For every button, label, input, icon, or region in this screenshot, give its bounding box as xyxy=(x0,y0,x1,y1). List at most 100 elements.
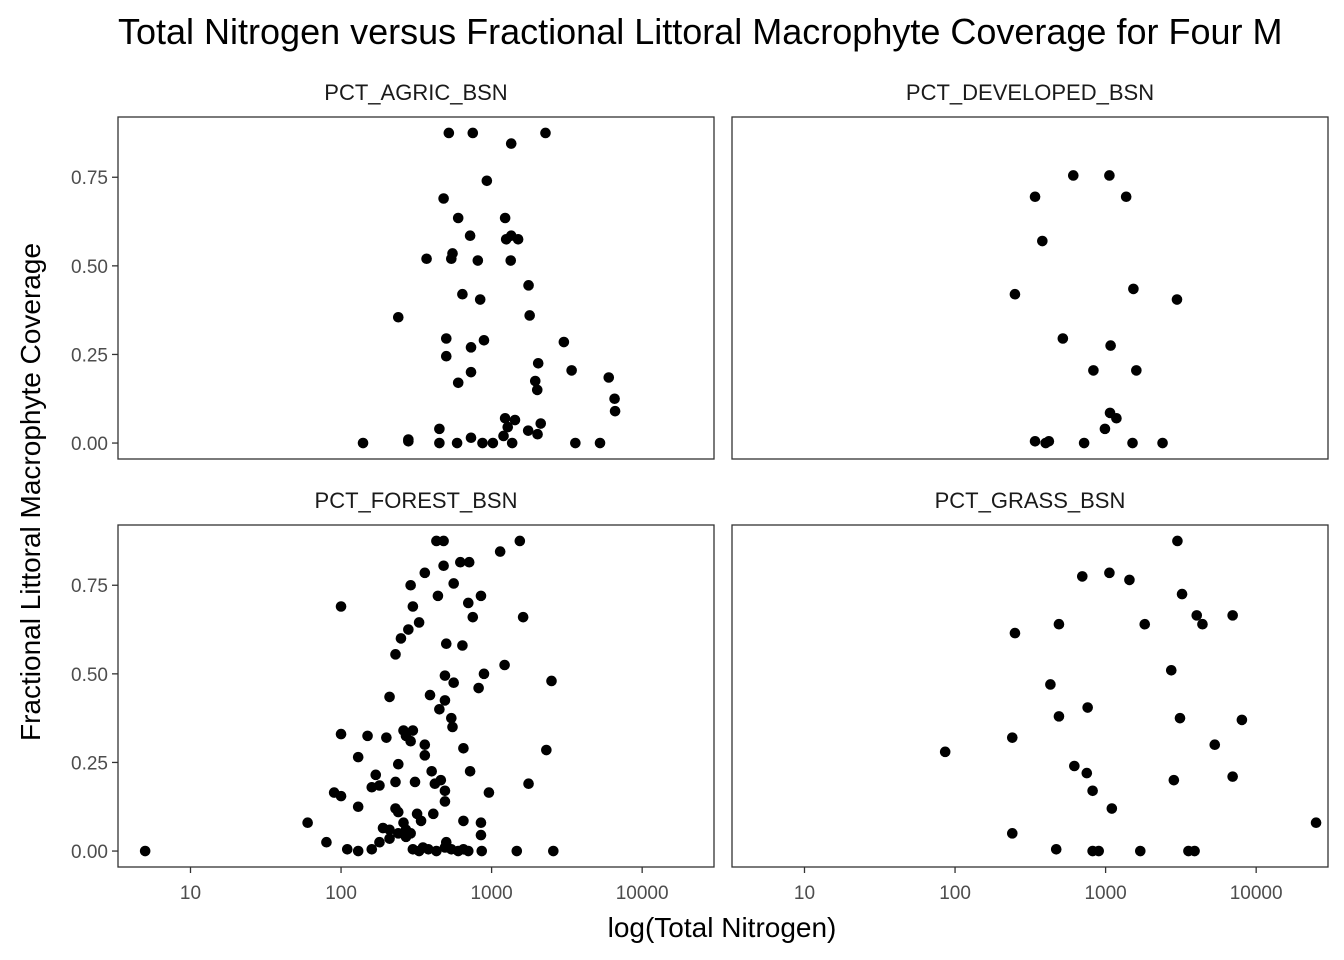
data-point xyxy=(481,175,493,187)
data-point xyxy=(548,845,559,857)
data-point xyxy=(499,659,510,671)
data-point xyxy=(1197,618,1208,630)
data-point xyxy=(1037,235,1048,247)
data-point xyxy=(462,845,474,857)
data-point xyxy=(335,790,347,802)
data-point xyxy=(532,428,543,440)
panel-border xyxy=(117,116,715,460)
data-point xyxy=(439,695,451,706)
data-point xyxy=(505,138,517,149)
data-point xyxy=(524,310,535,321)
data-point xyxy=(403,624,414,635)
data-point xyxy=(1191,610,1203,621)
data-point xyxy=(1131,365,1142,376)
data-point xyxy=(514,535,526,547)
facet-strip-label: PCT_FOREST_BSN xyxy=(315,488,518,513)
panel-border xyxy=(731,524,1329,868)
data-point xyxy=(532,358,544,369)
x-tick-label: 100 xyxy=(325,883,357,904)
data-point xyxy=(540,127,551,139)
data-point xyxy=(523,778,534,790)
data-point xyxy=(438,193,449,204)
data-point xyxy=(1172,535,1183,547)
data-point xyxy=(487,437,499,449)
data-point xyxy=(1171,294,1183,305)
data-point xyxy=(139,845,151,857)
y-tick-label: 0.50 xyxy=(71,257,108,278)
data-point xyxy=(352,845,364,857)
data-point xyxy=(362,730,373,742)
data-point xyxy=(522,425,534,436)
data-point xyxy=(1045,679,1056,690)
facet-panel: PCT_DEVELOPED_BSN xyxy=(731,80,1329,460)
data-point xyxy=(1120,191,1132,203)
data-point xyxy=(432,590,444,602)
data-point xyxy=(448,578,460,589)
facet-panel: PCT_AGRIC_BSN 0.00 0.25 0.50 0.75 xyxy=(71,80,715,460)
data-point xyxy=(434,703,445,715)
data-point xyxy=(439,670,451,681)
data-point xyxy=(509,414,521,426)
data-point xyxy=(1076,571,1088,582)
y-tick-label: 0.75 xyxy=(71,576,108,597)
data-point xyxy=(1227,771,1238,782)
data-point xyxy=(374,780,385,791)
data-point xyxy=(440,350,452,362)
data-point xyxy=(1099,423,1111,435)
data-point xyxy=(424,689,436,701)
data-point xyxy=(499,412,511,424)
data-point xyxy=(1157,437,1168,449)
data-point xyxy=(446,253,457,265)
data-point xyxy=(467,127,479,139)
data-point xyxy=(321,836,332,848)
data-point xyxy=(1105,340,1116,351)
data-point xyxy=(465,342,477,353)
data-point xyxy=(464,766,476,777)
data-point xyxy=(499,212,511,224)
data-point xyxy=(1082,702,1093,713)
data-point xyxy=(443,127,455,139)
data-point xyxy=(1057,333,1069,344)
data-point xyxy=(366,843,378,855)
data-point xyxy=(392,758,404,770)
data-point xyxy=(413,617,425,628)
data-point xyxy=(1078,437,1090,449)
data-point xyxy=(1139,618,1151,630)
data-point xyxy=(494,546,506,557)
data-point xyxy=(1029,191,1041,203)
data-point xyxy=(478,334,490,346)
data-point xyxy=(335,601,347,612)
data-point xyxy=(458,815,469,827)
data-point xyxy=(370,769,382,781)
data-point xyxy=(477,437,488,449)
data-point xyxy=(409,776,421,788)
data-point xyxy=(1111,412,1122,424)
data-point xyxy=(439,796,451,807)
data-point xyxy=(434,423,445,435)
x-tick-label: 1000 xyxy=(1084,883,1126,904)
data-point xyxy=(392,806,404,818)
data-point xyxy=(452,212,464,224)
data-point xyxy=(1050,843,1062,855)
x-axis-label: log(Total Nitrogen) xyxy=(608,912,837,943)
data-point xyxy=(1029,435,1041,447)
data-point xyxy=(474,294,486,305)
data-point xyxy=(438,560,449,572)
data-point xyxy=(570,437,581,449)
data-point xyxy=(1088,365,1099,376)
data-point xyxy=(511,845,523,857)
data-point xyxy=(403,435,414,447)
data-point xyxy=(419,750,431,761)
data-point xyxy=(500,233,512,245)
y-tick-label: 0.00 xyxy=(71,842,108,863)
data-point xyxy=(423,843,434,855)
data-point xyxy=(1236,714,1248,726)
data-point xyxy=(512,233,524,245)
data-point xyxy=(529,375,541,387)
data-point xyxy=(603,372,615,383)
data-point xyxy=(475,829,487,841)
chart-title: Total Nitrogen versus Fractional Littora… xyxy=(118,11,1282,52)
data-point xyxy=(609,405,621,417)
data-point xyxy=(1127,437,1138,449)
